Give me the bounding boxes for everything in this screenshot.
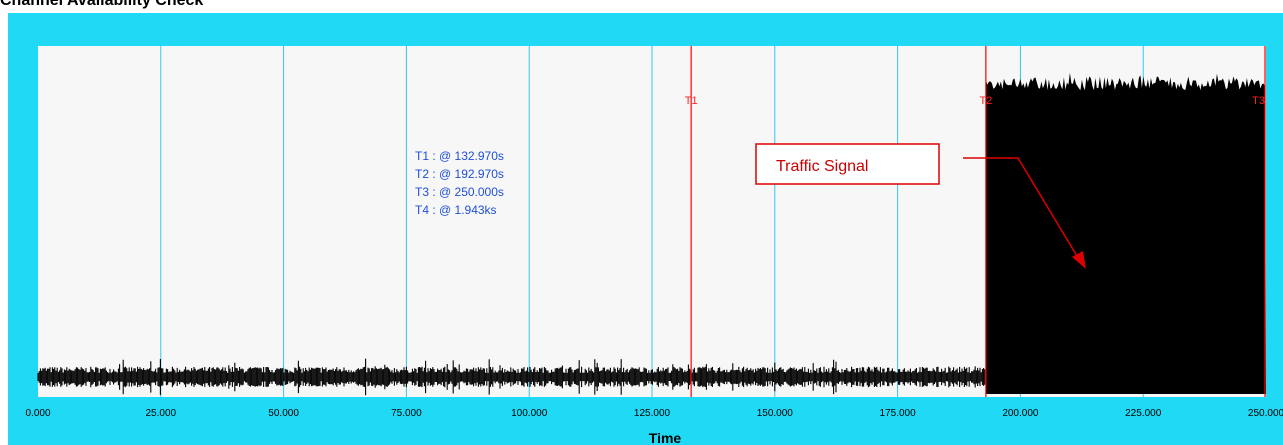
x-tick-label: 225.000 <box>1125 408 1162 419</box>
annotation-label: Traffic Signal <box>776 158 868 175</box>
readout-t1: T1 : @ 132.970s <box>415 149 504 163</box>
annotation-arrowhead <box>1072 251 1086 269</box>
x-tick-label: 175.000 <box>880 408 917 419</box>
chart-title: Channel Availability Check <box>0 0 204 9</box>
x-tick-label: 150.000 <box>757 408 794 419</box>
x-tick-label: 200.000 <box>1002 408 1039 419</box>
x-tick-label: 25.000 <box>146 408 177 419</box>
cursor-readout: T1 : @ 132.970s T2 : @ 192.970s T3 : @ 2… <box>415 149 504 217</box>
x-tick-label: 125.000 <box>634 408 671 419</box>
x-tick-label: 50.000 <box>268 408 299 419</box>
x-tick-label: 75.000 <box>391 408 422 419</box>
signal-segment-low <box>37 358 986 396</box>
signal-segment-high <box>985 72 1266 395</box>
readout-t3: T3 : @ 250.000s <box>415 185 504 199</box>
readout-t4: T4 : @ 1.943ks <box>415 203 497 217</box>
cursor-label-t3: T3 <box>1252 95 1265 107</box>
chart-frame: T1 T2 T3 0.000 25.000 50.000 75.000 100.000 125… <box>8 13 1283 445</box>
x-tick-label: 0.000 <box>25 408 50 419</box>
cursor-label-t1: T1 <box>685 95 698 107</box>
annotation-box <box>755 143 940 185</box>
chart-svg: T1 T2 T3 0.000 25.000 50.000 75.000 100.000 125… <box>25 46 1283 445</box>
signal-trace <box>37 72 1266 396</box>
x-tick-label: 100.000 <box>511 408 548 419</box>
x-tick-labels: 0.000 25.000 50.000 75.000 100.000 125.000 150… <box>25 408 1283 419</box>
readout-t2: T2 : @ 192.970s <box>415 167 504 181</box>
cursor-lines: T1 T2 T3 <box>685 46 1266 397</box>
annotation-arrow-line <box>963 157 1081 262</box>
x-axis-title: Time <box>649 430 682 445</box>
traffic-signal-annotation: Traffic Signal <box>755 143 1086 269</box>
x-tick-label: 250.000 <box>1248 408 1283 419</box>
cursor-label-t2: T2 <box>979 95 992 107</box>
